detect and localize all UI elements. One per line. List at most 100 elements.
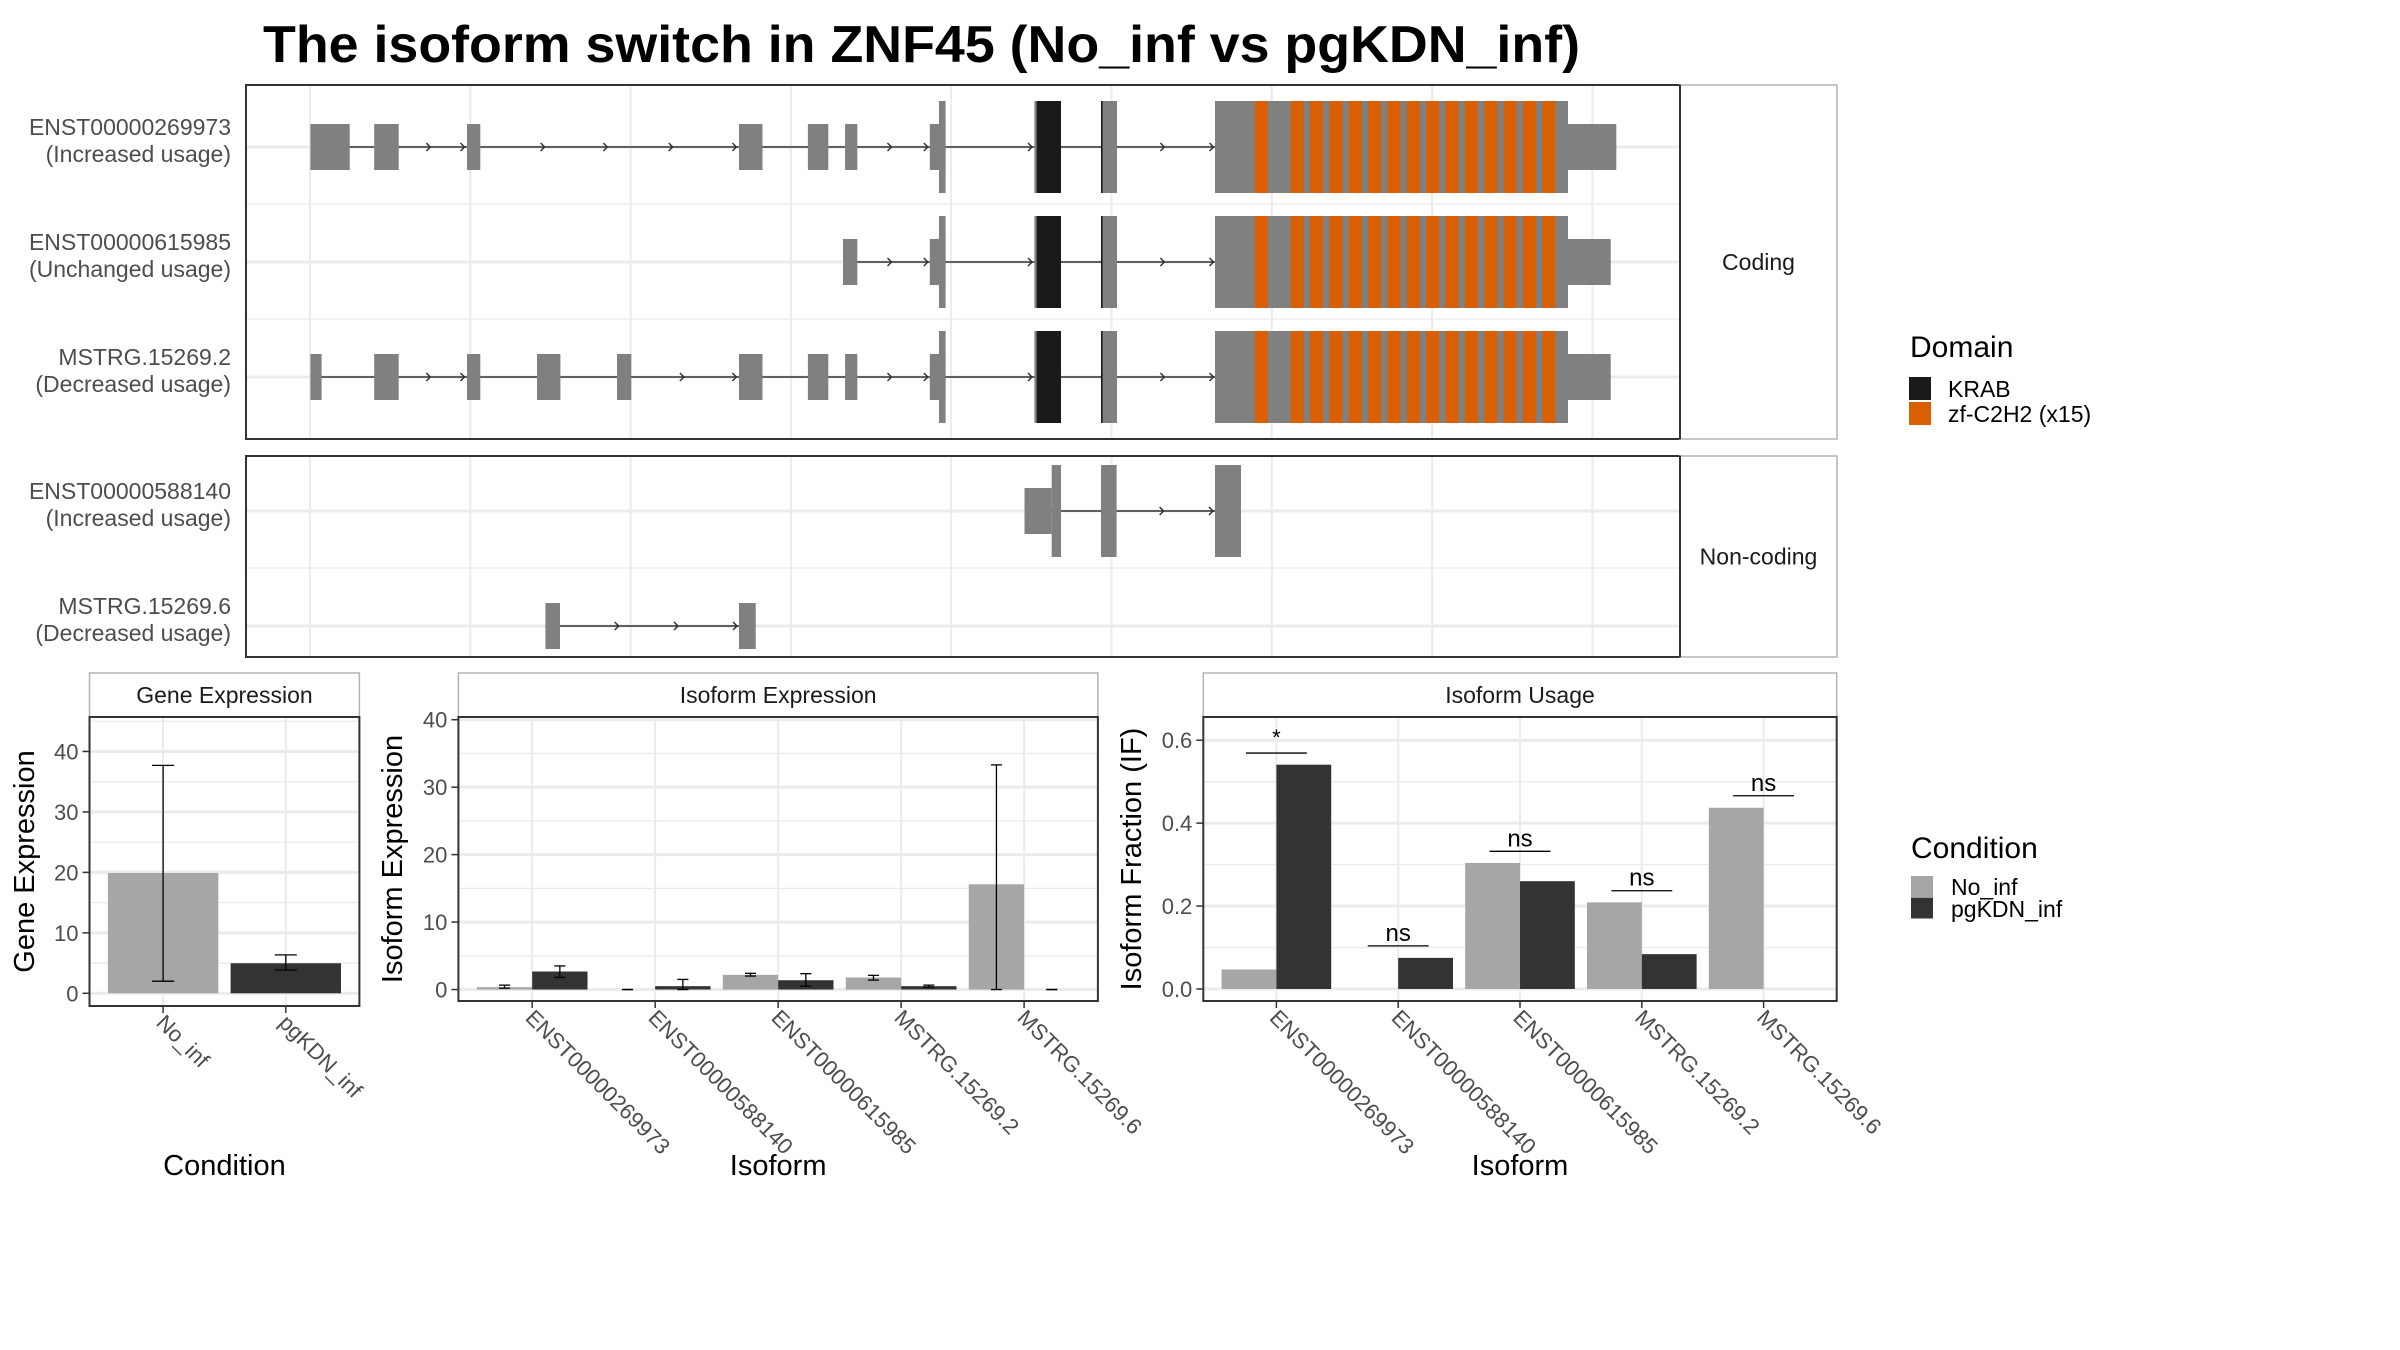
zf-c2h2-domain — [1484, 101, 1498, 193]
utr-exon — [310, 124, 350, 170]
error-bar — [744, 972, 757, 977]
y-tick-label: 0 — [66, 981, 78, 1006]
transcript-usage-label: (Increased usage) — [46, 141, 231, 167]
utr-exon — [1568, 239, 1611, 285]
zf-c2h2-domain — [1387, 216, 1401, 308]
zf-c2h2-domain — [1464, 216, 1478, 308]
strand-arrow-icon — [1208, 257, 1215, 267]
utr-exon — [545, 603, 560, 649]
strand-arrow-icon — [923, 257, 929, 267]
coding-exon — [1101, 216, 1117, 308]
isoform-usage-chart: Isoform Usage0.00.20.40.6ENST00000269973… — [1116, 672, 1886, 1182]
x-tick-label: MSTRG.15269.2 — [890, 1005, 1024, 1139]
bar-pgKDN_inf-ENST00000588140 — [1398, 957, 1454, 989]
zf-c2h2-domain — [1387, 331, 1401, 423]
error-bar — [152, 764, 175, 982]
x-tick-label: MSTRG.15269.6 — [1013, 1005, 1147, 1139]
transcript-ENST00000269973 — [310, 101, 1617, 193]
y-tick-label: 20 — [423, 843, 447, 868]
zf-c2h2-domain — [1542, 216, 1556, 308]
transcript-id-label: ENST00000269973 — [29, 114, 231, 140]
utr-exon — [739, 603, 756, 649]
x-tick-label: No_inf — [152, 1010, 215, 1073]
zf-c2h2-domain — [1406, 331, 1420, 423]
coding-exon — [939, 101, 946, 193]
utr-exon — [374, 354, 399, 400]
error-bar — [498, 984, 511, 989]
krab-domain — [1101, 216, 1103, 308]
zf-c2h2-domain — [1348, 331, 1362, 423]
transcript-ENST00000588140 — [1024, 465, 1241, 557]
strand-arrow-icon — [602, 142, 609, 152]
bar-No_inf-ENST00000615985 — [1465, 862, 1520, 989]
x-tick-label: pgKDN_inf — [274, 1010, 368, 1104]
significance-annotation: ns — [1611, 865, 1673, 892]
coding-exon — [939, 331, 946, 423]
y-tick-label: 20 — [54, 860, 78, 885]
strand-arrow-icon — [1027, 142, 1034, 152]
strand-arrow-icon — [731, 372, 738, 382]
zf-c2h2-domain — [1523, 331, 1536, 423]
transcript-label: MSTRG.15269.2(Decreased usage) — [35, 344, 231, 397]
zf-c2h2-domain — [1503, 331, 1517, 423]
strand-arrow-icon — [673, 621, 680, 631]
zf-c2h2-domain — [1254, 101, 1268, 193]
zf-c2h2-domain — [1484, 331, 1498, 423]
zf-c2h2-domain — [1445, 331, 1459, 423]
bar-No_inf-ENST00000615985 — [722, 974, 779, 990]
legend-key — [1911, 897, 1933, 919]
y-tick-label: 10 — [54, 921, 78, 946]
zf-c2h2-domain — [1542, 331, 1556, 423]
y-tick-label: 0.2 — [1162, 894, 1193, 919]
transcript-id-label: MSTRG.15269.2 — [58, 344, 231, 370]
coding-panel: Coding — [245, 84, 1838, 440]
zf-c2h2-domain — [1387, 101, 1401, 193]
strand-arrow-icon — [425, 142, 432, 152]
facet-strip — [457, 672, 1099, 718]
strand-arrow-icon — [1208, 372, 1215, 382]
utr-exon — [537, 354, 561, 400]
y-tick-label: 0.6 — [1162, 728, 1193, 753]
zf-c2h2-domain — [1290, 331, 1304, 423]
utr-exon — [843, 239, 858, 285]
utr-exon — [739, 354, 763, 400]
bar-No_inf-MSTRG.15269.2 — [1586, 902, 1642, 989]
bar-pgKDN_inf-MSTRG.15269.2 — [1641, 954, 1697, 989]
error-bar — [800, 973, 812, 987]
y-axis-title: Gene Expression — [9, 750, 41, 972]
strand-arrow-icon — [886, 142, 893, 152]
utr-exon — [807, 354, 829, 400]
utr-exon — [739, 124, 763, 170]
facet-strip — [1679, 84, 1838, 440]
panel-background — [246, 456, 1680, 657]
non-coding-panel: Non-coding — [245, 455, 1838, 658]
strand-arrow-icon — [459, 372, 466, 382]
error-bar — [677, 978, 689, 991]
zf-c2h2-domain — [1254, 216, 1268, 308]
transcript-usage-label: (Decreased usage) — [35, 371, 231, 397]
plot-title: The isoform switch in ZNF45 (No_inf vs p… — [263, 16, 1580, 74]
zf-c2h2-domain — [1426, 101, 1440, 193]
significance-annotation: * — [1245, 725, 1307, 754]
zf-c2h2-domain — [1368, 331, 1382, 423]
strand-arrow-icon — [1027, 372, 1034, 382]
y-tick-label: 0 — [435, 978, 447, 1003]
strand-arrow-icon — [923, 142, 929, 152]
transcript-usage-label: (Increased usage) — [46, 505, 231, 531]
utr-exon — [1568, 354, 1611, 400]
strand-arrow-icon — [614, 621, 620, 631]
facet-strip — [1679, 455, 1838, 658]
utr-exon — [310, 354, 322, 400]
krab-domain — [1036, 216, 1061, 308]
y-axis-title: Isoform Fraction (IF) — [1116, 728, 1148, 991]
transcript-label: ENST00000269973(Increased usage) — [29, 114, 231, 167]
bar-No_inf-MSTRG.15269.2 — [845, 977, 902, 990]
utr-exon — [845, 124, 858, 170]
zf-c2h2-domain — [1329, 216, 1343, 308]
transcript-label: MSTRG.15269.6(Decreased usage) — [35, 593, 231, 646]
facet-strip-label: Non-coding — [1700, 544, 1818, 570]
zf-c2h2-domain — [1484, 216, 1498, 308]
significance-label: ns — [1386, 920, 1411, 947]
bar-pgKDN_inf-ENST00000269973 — [1276, 764, 1332, 989]
